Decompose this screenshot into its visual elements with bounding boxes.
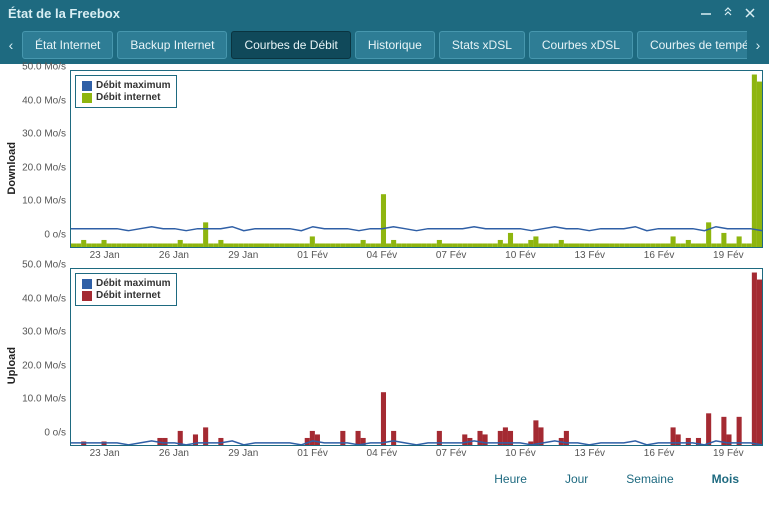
tab-backup-internet[interactable]: Backup Internet bbox=[117, 31, 227, 59]
legend-item: Débit maximum bbox=[82, 278, 170, 289]
legend-label: Débit maximum bbox=[96, 278, 170, 289]
tabs-container: État InternetBackup InternetCourbes de D… bbox=[22, 31, 747, 59]
x-tick: 19 Fév bbox=[713, 250, 744, 261]
upload-x-axis: 23 Jan 26 Jan 29 Jan 01 Fév 04 Fév 07 Fév 10 F… bbox=[70, 446, 763, 464]
tab-courbes-de-temp-rature[interactable]: Courbes de température bbox=[637, 31, 747, 59]
x-tick: 10 Fév bbox=[505, 448, 536, 459]
upload-plot: Débit maximumDébit internet bbox=[70, 268, 763, 446]
legend-label: Débit maximum bbox=[96, 80, 170, 91]
x-tick: 01 Fév bbox=[297, 250, 328, 261]
window-titlebar: État de la Freebox bbox=[0, 0, 769, 26]
range-mois[interactable]: Mois bbox=[712, 472, 739, 486]
x-tick: 07 Fév bbox=[436, 448, 467, 459]
time-range-bar: Heure Jour Semaine Mois bbox=[6, 466, 763, 486]
x-tick: 13 Fév bbox=[574, 448, 605, 459]
download-chart-block: Download 0 o/s 10.0 Mo/s 20.0 Mo/s 30.0 Mo/… bbox=[6, 70, 763, 266]
x-tick: 07 Fév bbox=[436, 250, 467, 261]
legend-swatch bbox=[82, 93, 92, 103]
y-tick: 20.0 Mo/s bbox=[22, 162, 66, 173]
legend-label: Débit internet bbox=[96, 290, 160, 301]
y-tick: 30.0 Mo/s bbox=[22, 327, 66, 338]
tab-courbes-de-d-bit[interactable]: Courbes de Débit bbox=[231, 31, 350, 59]
x-tick: 23 Jan bbox=[90, 250, 120, 261]
content-area: Download 0 o/s 10.0 Mo/s 20.0 Mo/s 30.0 Mo/… bbox=[0, 64, 769, 486]
y-tick: 10.0 Mo/s bbox=[22, 394, 66, 405]
x-tick: 13 Fév bbox=[574, 250, 605, 261]
legend-swatch bbox=[82, 279, 92, 289]
range-jour[interactable]: Jour bbox=[565, 472, 588, 486]
y-tick: 50.0 Mo/s bbox=[22, 62, 66, 73]
y-tick: 30.0 Mo/s bbox=[22, 129, 66, 140]
x-tick: 26 Jan bbox=[159, 448, 189, 459]
x-tick: 23 Jan bbox=[90, 448, 120, 459]
x-tick: 04 Fév bbox=[367, 448, 398, 459]
download-y-axis: 0 o/s 10.0 Mo/s 20.0 Mo/s 30.0 Mo/s 40.0 Mo/… bbox=[18, 70, 70, 248]
y-tick: 50.0 Mo/s bbox=[22, 260, 66, 271]
x-tick: 10 Fév bbox=[505, 250, 536, 261]
download-legend: Débit maximumDébit internet bbox=[75, 75, 177, 108]
window-title: État de la Freebox bbox=[8, 6, 695, 21]
legend-label: Débit internet bbox=[96, 92, 160, 103]
tab-bar: ‹ État InternetBackup InternetCourbes de… bbox=[0, 26, 769, 64]
legend-item: Débit maximum bbox=[82, 80, 170, 91]
x-tick: 04 Fév bbox=[367, 250, 398, 261]
x-tick: 29 Jan bbox=[228, 448, 258, 459]
legend-item: Débit internet bbox=[82, 290, 170, 301]
legend-swatch bbox=[82, 291, 92, 301]
x-tick: 01 Fév bbox=[297, 448, 328, 459]
upload-axis-label: Upload bbox=[6, 268, 18, 464]
x-tick: 29 Jan bbox=[228, 250, 258, 261]
tab-scroll-right[interactable]: › bbox=[751, 29, 765, 61]
download-x-axis: 23 Jan 26 Jan 29 Jan 01 Fév 04 Fév 07 Fév 10 F… bbox=[70, 248, 763, 266]
range-semaine[interactable]: Semaine bbox=[626, 472, 673, 486]
download-axis-label: Download bbox=[6, 70, 18, 266]
x-tick: 16 Fév bbox=[644, 250, 675, 261]
upload-legend: Débit maximumDébit internet bbox=[75, 273, 177, 306]
y-tick: 10.0 Mo/s bbox=[22, 196, 66, 207]
upload-chart-block: Upload 0 o/s 10.0 Mo/s 20.0 Mo/s 30.0 Mo/s 4… bbox=[6, 268, 763, 464]
x-tick: 26 Jan bbox=[159, 250, 189, 261]
y-tick: 40.0 Mo/s bbox=[22, 95, 66, 106]
tab--tat-internet[interactable]: État Internet bbox=[22, 31, 113, 59]
range-heure[interactable]: Heure bbox=[494, 472, 527, 486]
y-tick: 40.0 Mo/s bbox=[22, 293, 66, 304]
download-plot: Débit maximumDébit internet bbox=[70, 70, 763, 248]
close-button[interactable] bbox=[739, 2, 761, 24]
tab-stats-xdsl[interactable]: Stats xDSL bbox=[439, 31, 525, 59]
tab-courbes-xdsl[interactable]: Courbes xDSL bbox=[529, 31, 633, 59]
minimize-button[interactable] bbox=[695, 2, 717, 24]
legend-item: Débit internet bbox=[82, 92, 170, 103]
tab-historique[interactable]: Historique bbox=[355, 31, 435, 59]
x-tick: 19 Fév bbox=[713, 448, 744, 459]
x-tick: 16 Fév bbox=[644, 448, 675, 459]
maximize-button[interactable] bbox=[717, 2, 739, 24]
y-tick: 0 o/s bbox=[44, 230, 66, 241]
upload-y-axis: 0 o/s 10.0 Mo/s 20.0 Mo/s 30.0 Mo/s 40.0 Mo/… bbox=[18, 268, 70, 446]
y-tick: 0 o/s bbox=[44, 428, 66, 439]
tab-scroll-left[interactable]: ‹ bbox=[4, 29, 18, 61]
y-tick: 20.0 Mo/s bbox=[22, 360, 66, 371]
legend-swatch bbox=[82, 81, 92, 91]
